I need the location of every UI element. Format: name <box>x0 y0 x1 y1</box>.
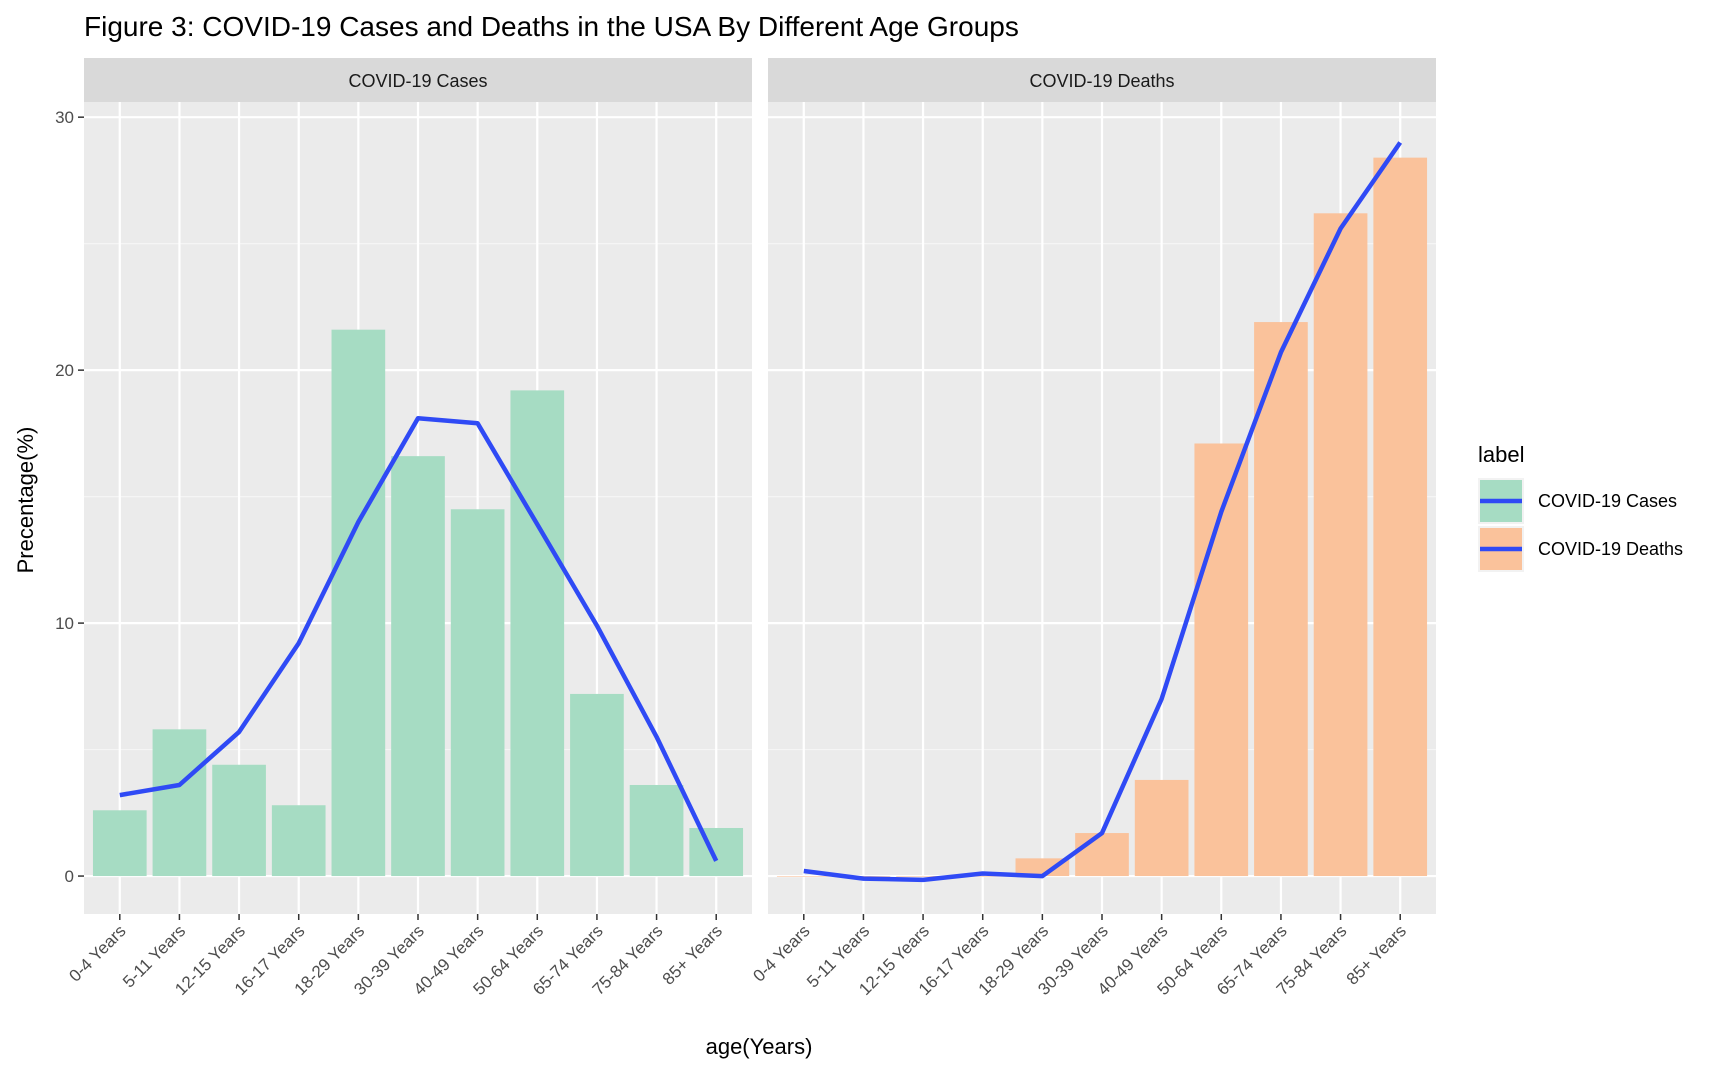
y-tick-label: 30 <box>55 108 74 127</box>
bar <box>152 729 207 877</box>
bar <box>1373 157 1428 877</box>
legend-entry-label: COVID-19 Deaths <box>1538 539 1683 559</box>
facet-strip-label: COVID-19 Deaths <box>1029 71 1174 91</box>
bar <box>1254 322 1308 877</box>
y-tick-label: 0 <box>65 867 74 886</box>
bar <box>391 456 445 877</box>
y-axis-title: Precentage(%) <box>13 427 38 574</box>
x-axis-title: age(Years) <box>706 1034 813 1059</box>
bar <box>689 827 744 877</box>
series-line <box>119 415 719 862</box>
bar <box>450 509 505 877</box>
bar <box>1313 213 1368 877</box>
bar <box>629 784 684 877</box>
bar <box>331 329 386 877</box>
bar <box>1134 779 1189 877</box>
facet-strip <box>84 58 752 102</box>
facet-strip-label: COVID-19 Cases <box>348 71 487 91</box>
facet-strip <box>768 58 1436 102</box>
bar <box>271 805 326 877</box>
bar <box>896 876 950 877</box>
bar <box>510 390 565 877</box>
legend-entry-label: COVID-19 Cases <box>1538 491 1677 511</box>
bar <box>1015 858 1070 877</box>
bar <box>776 876 831 877</box>
x-tick-label: 85+ Years <box>659 921 726 988</box>
x-tick-label: 85+ Years <box>1343 921 1410 988</box>
chart-title: Figure 3: COVID-19 Cases and Deaths in t… <box>84 11 1019 42</box>
bar <box>92 810 147 877</box>
bar <box>212 764 266 877</box>
series-line <box>803 141 1403 883</box>
bar <box>570 693 624 877</box>
y-tick-label: 10 <box>55 614 74 633</box>
bar <box>1075 833 1129 877</box>
bar <box>955 876 1010 877</box>
y-tick-label: 20 <box>55 361 74 380</box>
legend: label COVID-19 Cases COVID-19 Deaths <box>1478 442 1683 572</box>
legend-title: label <box>1478 442 1524 467</box>
